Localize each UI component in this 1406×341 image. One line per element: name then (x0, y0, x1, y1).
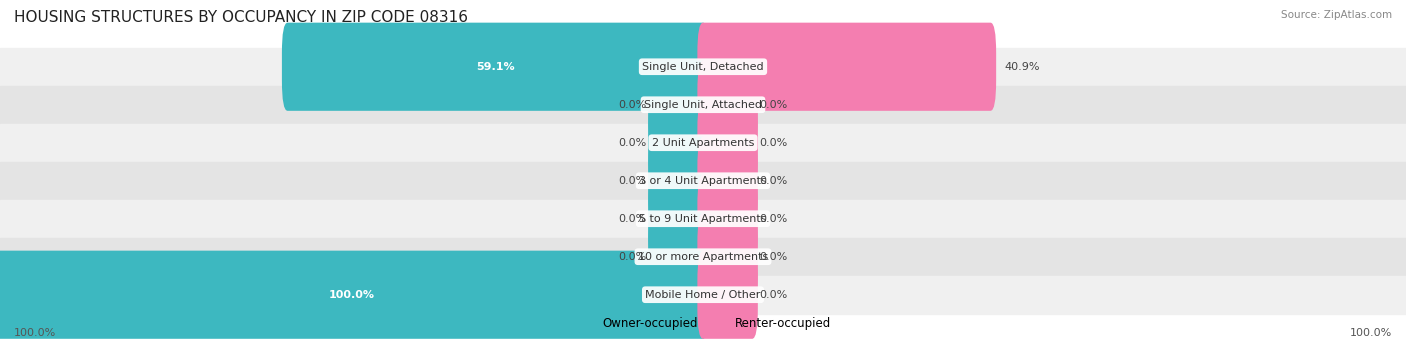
Text: 2 Unit Apartments: 2 Unit Apartments (652, 138, 754, 148)
FancyBboxPatch shape (648, 61, 709, 149)
Bar (0, 48, 1406, 86)
FancyBboxPatch shape (697, 251, 758, 339)
Text: HOUSING STRUCTURES BY OCCUPANCY IN ZIP CODE 08316: HOUSING STRUCTURES BY OCCUPANCY IN ZIP C… (14, 10, 468, 25)
FancyBboxPatch shape (648, 213, 709, 301)
Text: 100.0%: 100.0% (14, 328, 56, 338)
FancyBboxPatch shape (697, 23, 997, 111)
FancyBboxPatch shape (697, 137, 758, 225)
Text: Mobile Home / Other: Mobile Home / Other (645, 290, 761, 300)
FancyBboxPatch shape (0, 251, 709, 339)
Text: 0.0%: 0.0% (619, 100, 647, 110)
Text: 0.0%: 0.0% (759, 176, 787, 186)
Text: 5 to 9 Unit Apartments: 5 to 9 Unit Apartments (640, 214, 766, 224)
Text: 0.0%: 0.0% (759, 252, 787, 262)
Text: 0.0%: 0.0% (619, 138, 647, 148)
Text: Single Unit, Attached: Single Unit, Attached (644, 100, 762, 110)
Text: 100.0%: 100.0% (329, 290, 374, 300)
Text: 0.0%: 0.0% (619, 252, 647, 262)
FancyBboxPatch shape (281, 23, 709, 111)
Text: 0.0%: 0.0% (759, 100, 787, 110)
FancyBboxPatch shape (697, 175, 758, 263)
Text: 0.0%: 0.0% (759, 138, 787, 148)
FancyBboxPatch shape (648, 137, 709, 225)
Text: 100.0%: 100.0% (1350, 328, 1392, 338)
Text: Single Unit, Detached: Single Unit, Detached (643, 62, 763, 72)
FancyBboxPatch shape (697, 61, 758, 149)
Bar (0, 238, 1406, 276)
Bar (0, 200, 1406, 238)
FancyBboxPatch shape (697, 99, 758, 187)
Bar (0, 162, 1406, 200)
FancyBboxPatch shape (648, 175, 709, 263)
Bar (0, 276, 1406, 314)
Text: 3 or 4 Unit Apartments: 3 or 4 Unit Apartments (640, 176, 766, 186)
Bar (0, 86, 1406, 124)
Text: 59.1%: 59.1% (477, 62, 515, 72)
Text: 10 or more Apartments: 10 or more Apartments (638, 252, 768, 262)
Legend: Owner-occupied, Renter-occupied: Owner-occupied, Renter-occupied (571, 313, 835, 335)
Bar (0, 124, 1406, 162)
FancyBboxPatch shape (648, 99, 709, 187)
Text: 0.0%: 0.0% (619, 214, 647, 224)
Text: 40.9%: 40.9% (1004, 62, 1040, 72)
Text: Source: ZipAtlas.com: Source: ZipAtlas.com (1281, 10, 1392, 20)
Text: 0.0%: 0.0% (759, 290, 787, 300)
FancyBboxPatch shape (697, 213, 758, 301)
Text: 0.0%: 0.0% (759, 214, 787, 224)
Text: 0.0%: 0.0% (619, 176, 647, 186)
